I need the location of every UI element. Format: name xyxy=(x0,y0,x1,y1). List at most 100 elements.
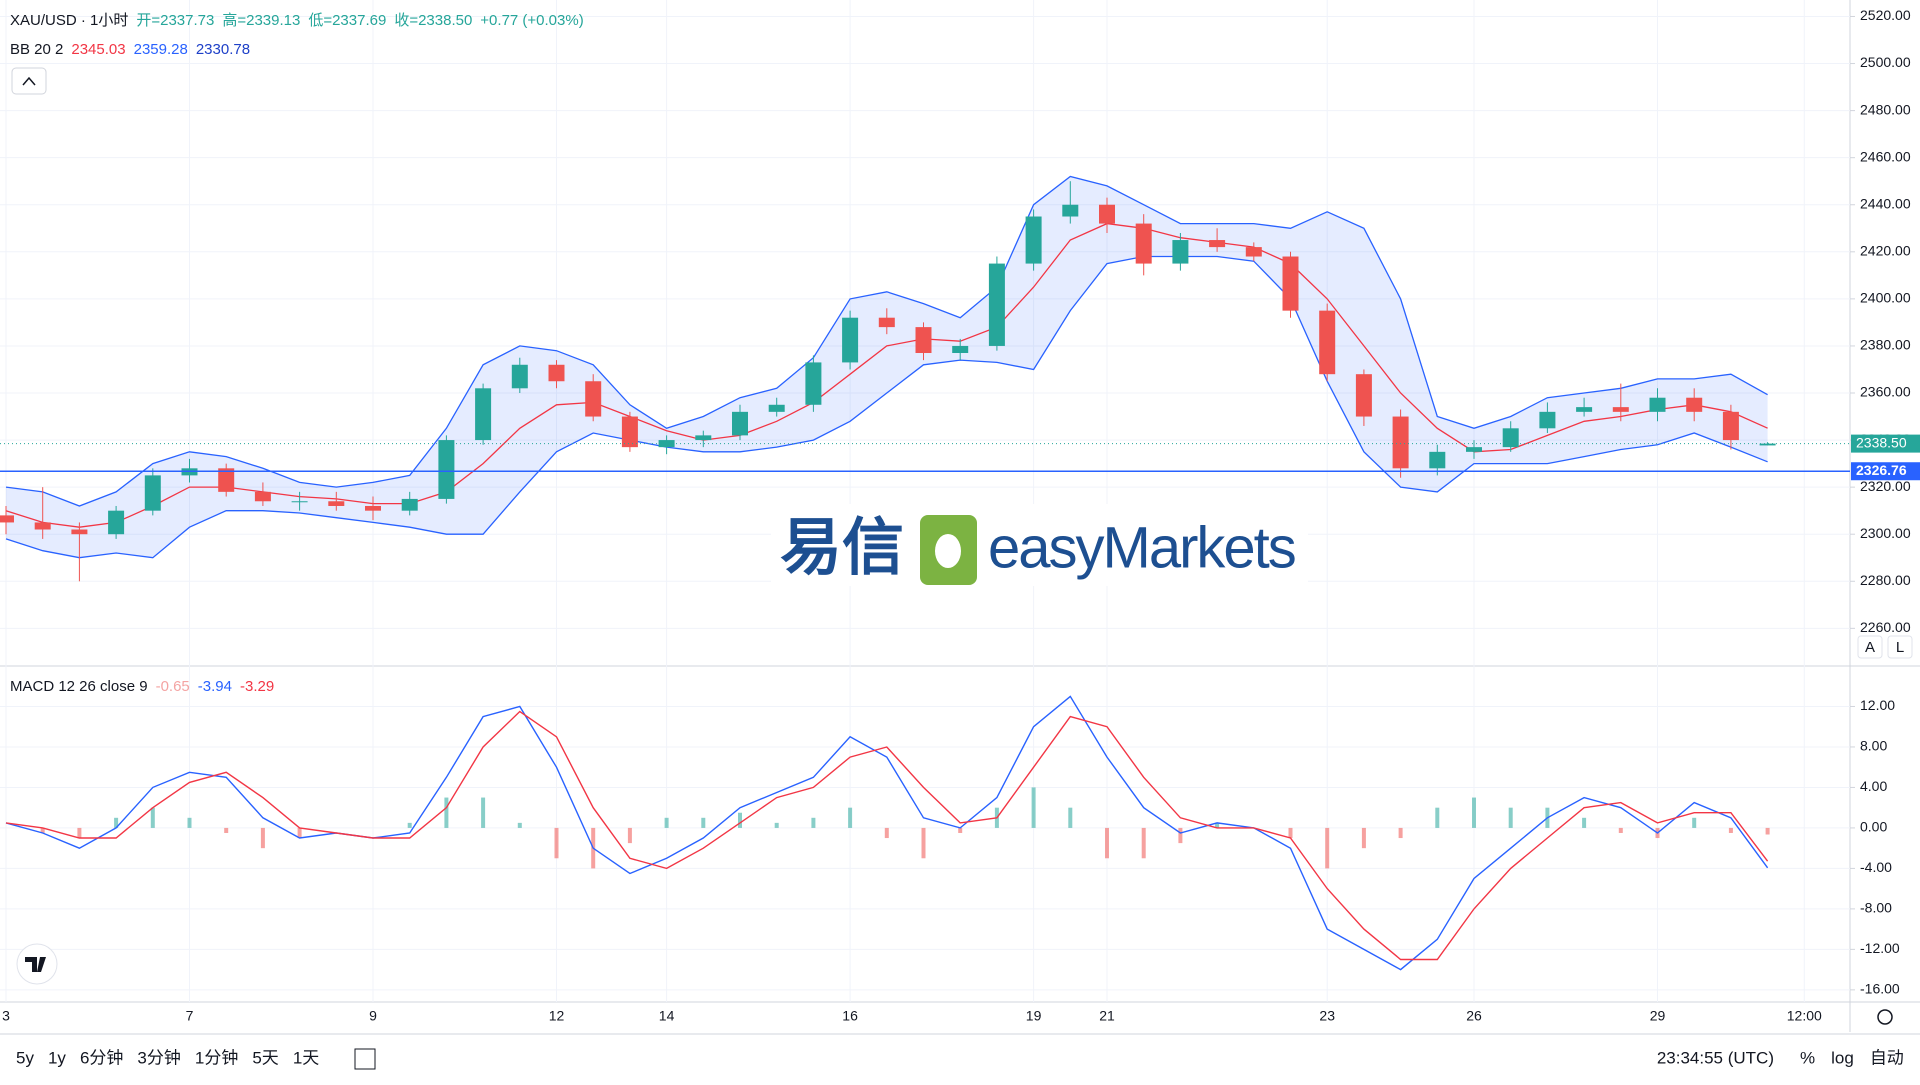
candle-body xyxy=(1429,451,1446,469)
range-button[interactable]: 5y xyxy=(16,1048,34,1067)
histogram-bar xyxy=(1472,797,1476,828)
candle-body xyxy=(328,501,345,506)
range-button[interactable]: 3分钟 xyxy=(137,1048,180,1067)
y-tick-label: 2420.00 xyxy=(1860,243,1911,259)
scale-option[interactable]: 自动 xyxy=(1870,1048,1904,1067)
histogram-bar xyxy=(921,827,926,859)
legend-value: 2359.28 xyxy=(134,41,188,58)
x-tick-label: 21 xyxy=(1099,1008,1115,1024)
histogram-bar xyxy=(1398,827,1403,839)
candle-body xyxy=(842,317,859,363)
x-tick-label: 9 xyxy=(369,1008,377,1024)
histogram-bar xyxy=(1508,807,1513,828)
candle-body xyxy=(0,515,14,523)
histogram-bar xyxy=(297,827,302,839)
y-tick-label: -4.00 xyxy=(1860,859,1892,875)
histogram-bar xyxy=(1618,827,1623,833)
support-price-label: 2326.76 xyxy=(1856,462,1907,478)
date-range-icon[interactable] xyxy=(354,1048,376,1070)
histogram-bar xyxy=(738,812,742,828)
histogram-bar xyxy=(627,827,632,844)
y-tick-label: 2440.00 xyxy=(1860,195,1911,211)
y-tick-label: 2520.00 xyxy=(1860,7,1911,23)
logo: 易信 easyMarkets xyxy=(771,504,1308,586)
ohlc-value: 低=2337.69 xyxy=(308,12,386,29)
histogram-bar xyxy=(1325,827,1330,869)
candle-body xyxy=(1576,407,1593,412)
indicator-title: MACD 12 26 close 9 xyxy=(10,678,148,695)
histogram-bar xyxy=(1031,787,1036,828)
y-tick-label: 2360.00 xyxy=(1860,384,1911,400)
ohlc-value: 收=2338.50 xyxy=(394,12,472,29)
candle-body xyxy=(1502,428,1519,448)
candle-body xyxy=(1686,397,1703,412)
settings-icon[interactable] xyxy=(1877,1009,1893,1025)
candle-body xyxy=(1172,240,1189,264)
scale-option[interactable]: log xyxy=(1831,1048,1854,1067)
histogram-bar xyxy=(224,827,229,833)
candle-body xyxy=(108,510,125,535)
range-button[interactable]: 1y xyxy=(48,1048,66,1067)
collapse-button[interactable] xyxy=(11,67,47,95)
histogram-bar xyxy=(774,822,779,828)
histogram-bar xyxy=(40,827,45,833)
y-tick-label: 2500.00 xyxy=(1860,54,1911,70)
candle-body xyxy=(1209,240,1226,248)
scale-button-label: L xyxy=(1896,639,1904,656)
symbol-title: XAU/USD · 1小时 xyxy=(10,12,128,29)
range-button[interactable]: 1天 xyxy=(293,1048,319,1067)
histogram-bar xyxy=(1178,827,1183,844)
x-tick-label: 12:00 xyxy=(1787,1008,1822,1024)
y-tick-label: -8.00 xyxy=(1860,900,1892,916)
x-tick-label: 19 xyxy=(1026,1008,1042,1024)
histogram-bar xyxy=(407,822,412,828)
histogram-bar xyxy=(1141,827,1146,859)
x-tick-label: 14 xyxy=(659,1008,675,1024)
candle-body xyxy=(878,317,895,328)
y-tick-label: 12.00 xyxy=(1860,697,1895,713)
candle-body xyxy=(438,440,455,499)
scale-option[interactable]: % xyxy=(1800,1048,1815,1067)
histogram-bar xyxy=(664,817,669,828)
candle-body xyxy=(1099,204,1115,224)
histogram-bar xyxy=(884,827,889,839)
candle-body xyxy=(1759,443,1776,446)
range-button[interactable]: 6分钟 xyxy=(80,1048,123,1067)
candle-body xyxy=(732,411,748,436)
scale-button[interactable] xyxy=(1887,635,1913,659)
support-price-tag xyxy=(1851,462,1920,481)
histogram-bar xyxy=(260,827,265,849)
histogram-bar xyxy=(1765,827,1770,835)
histogram-bar xyxy=(444,797,449,828)
candle-body xyxy=(1466,447,1482,452)
x-tick-label: 7 xyxy=(186,1008,194,1024)
histogram-bar xyxy=(1692,817,1697,828)
range-button[interactable]: 5天 xyxy=(252,1048,278,1067)
histogram-bar xyxy=(1435,807,1440,828)
candle-body xyxy=(548,364,565,382)
range-button[interactable]: 1分钟 xyxy=(195,1048,238,1067)
candle-body xyxy=(1355,374,1372,417)
candle-body xyxy=(144,475,161,511)
macd-line xyxy=(5,695,1769,971)
candle-body xyxy=(1282,256,1299,311)
candle-body xyxy=(585,381,602,417)
candle-body xyxy=(621,416,638,448)
candle-body xyxy=(1245,247,1262,257)
macd-line xyxy=(5,710,1769,961)
y-tick-label: 2400.00 xyxy=(1860,290,1911,306)
candle-body xyxy=(1722,411,1739,441)
scale-button[interactable] xyxy=(1857,635,1883,659)
x-tick-label: 29 xyxy=(1650,1008,1666,1024)
legend-value: 2345.03 xyxy=(71,41,125,58)
legend-value: -3.94 xyxy=(198,678,232,695)
candle-body xyxy=(988,263,1005,346)
histogram-bar xyxy=(848,807,853,828)
candle-body xyxy=(768,404,785,412)
y-tick-label: 2380.00 xyxy=(1860,337,1911,353)
x-tick-label: 3 xyxy=(2,1008,10,1024)
candle-body xyxy=(658,440,675,448)
histogram-bar xyxy=(77,827,82,839)
